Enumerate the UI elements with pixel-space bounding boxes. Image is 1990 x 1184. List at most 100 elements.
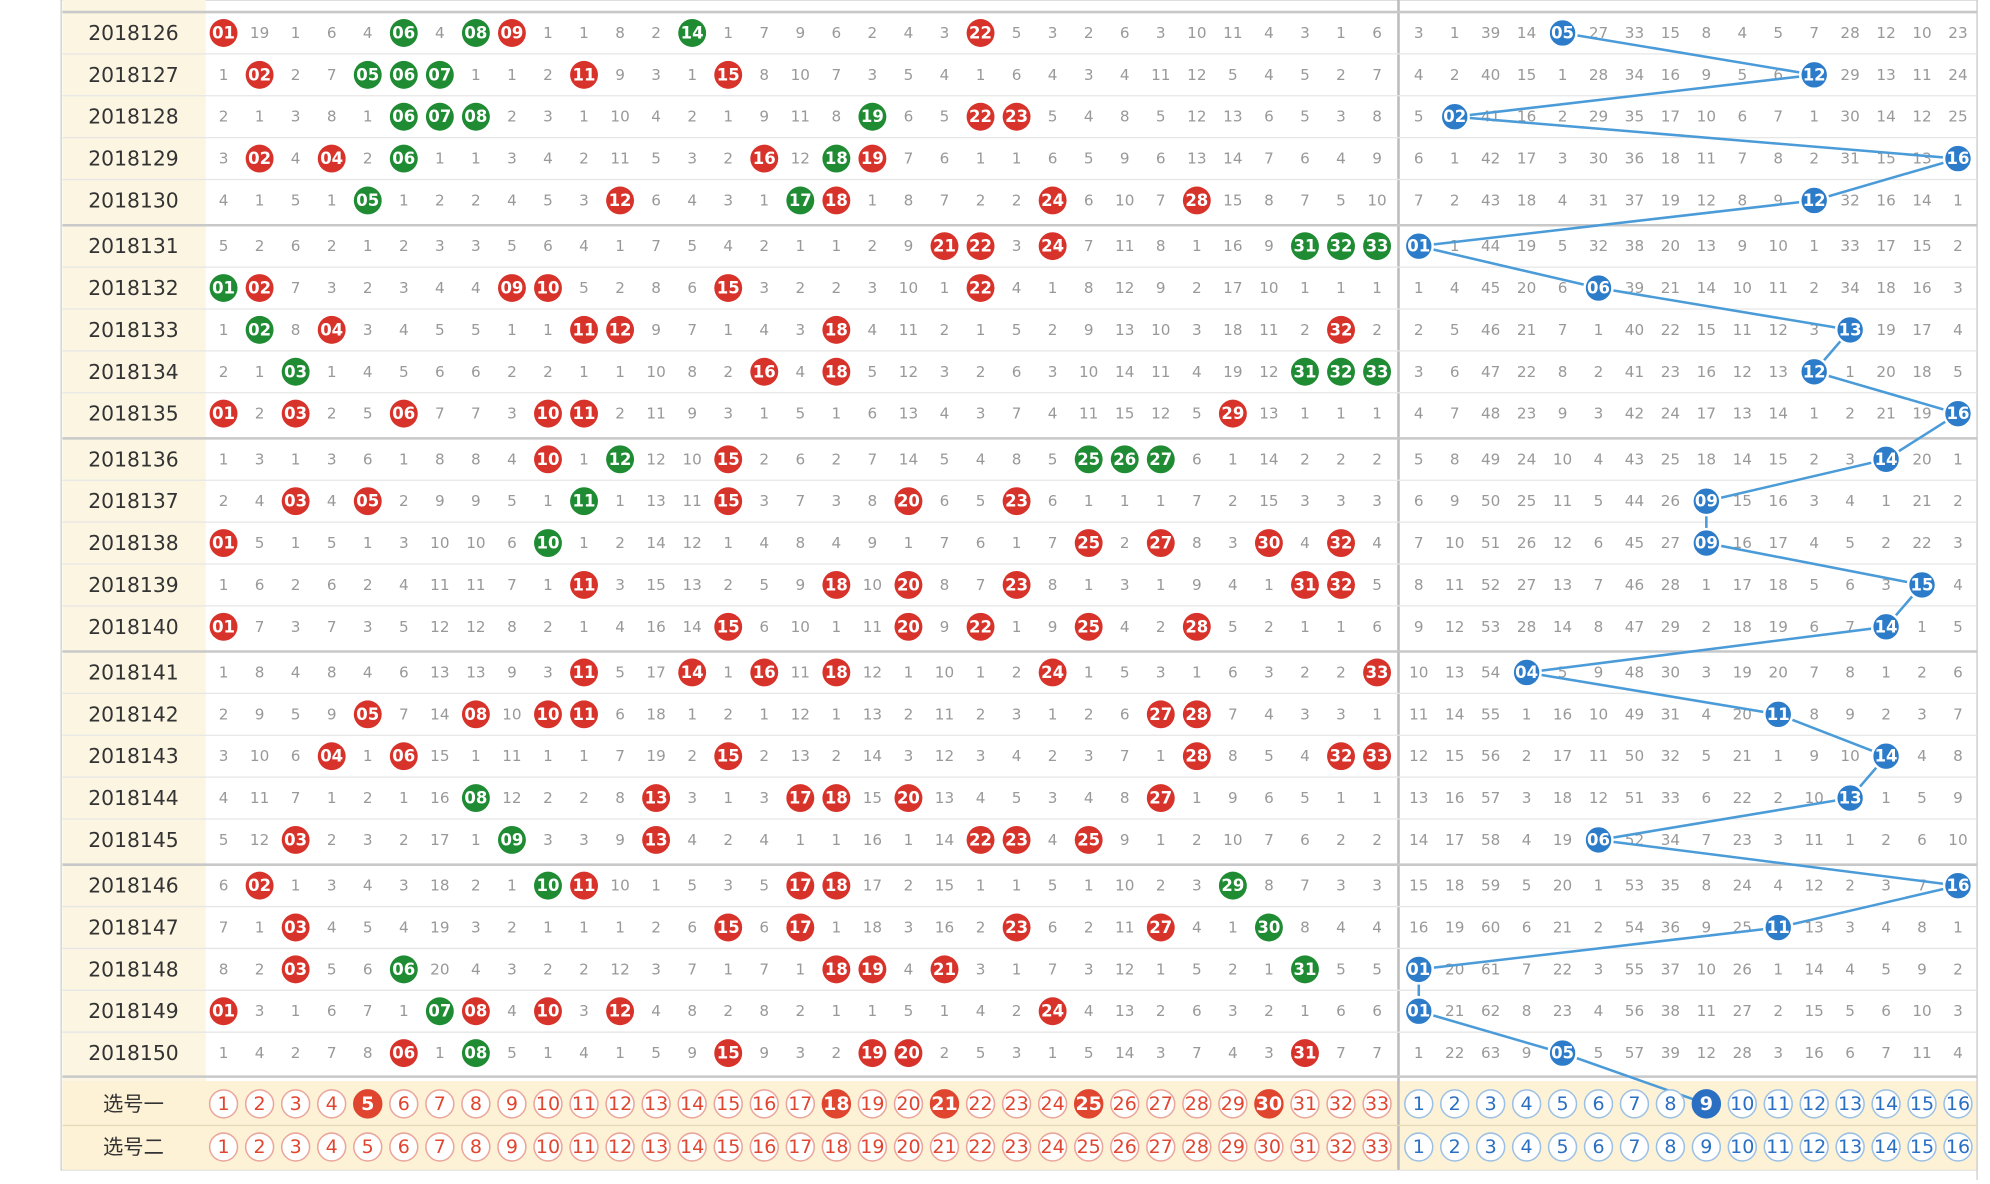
selector-ball[interactable] (677, 1089, 707, 1119)
selector-ball[interactable] (713, 1132, 743, 1162)
selector-ball[interactable] (1475, 1089, 1506, 1119)
selector-ball[interactable] (1326, 1132, 1356, 1162)
selector-ball[interactable] (1001, 1089, 1032, 1119)
selector-ball[interactable] (1727, 1089, 1758, 1119)
selector-ball[interactable] (1037, 1132, 1068, 1162)
selector-ball[interactable] (1583, 1132, 1614, 1162)
selector-ball[interactable] (1001, 1132, 1032, 1162)
red-ball-number: 30 (1257, 534, 1280, 553)
selector-ball[interactable] (929, 1132, 960, 1162)
selector-ball[interactable] (1290, 1132, 1320, 1162)
selector-ball[interactable] (425, 1089, 455, 1119)
selector-ball[interactable] (569, 1089, 599, 1119)
selector-ball[interactable] (1871, 1089, 1901, 1119)
selector-ball[interactable] (1763, 1089, 1793, 1119)
selector-ball[interactable] (280, 1132, 311, 1162)
selector-ball[interactable] (749, 1132, 779, 1162)
selector-ball[interactable] (316, 1089, 347, 1119)
selector-ball[interactable] (1547, 1132, 1578, 1162)
selector-ball[interactable] (1943, 1089, 1973, 1119)
selector-ball[interactable] (461, 1089, 491, 1119)
selector-ball[interactable] (785, 1089, 816, 1119)
selector-ball[interactable] (1547, 1089, 1578, 1119)
selector-ball[interactable] (893, 1089, 924, 1119)
selector-ball[interactable] (1907, 1132, 1937, 1162)
selector-ball[interactable] (1073, 1089, 1104, 1119)
selector-ball[interactable] (533, 1132, 563, 1162)
selector-ball[interactable] (1655, 1132, 1686, 1162)
selector-ball[interactable] (1835, 1089, 1865, 1119)
selector-ball[interactable] (1440, 1089, 1470, 1119)
selector-ball[interactable] (785, 1132, 816, 1162)
selector-ball[interactable] (208, 1132, 239, 1162)
selector-ball[interactable] (1619, 1132, 1650, 1162)
selector-ball[interactable] (641, 1089, 671, 1119)
selector-ball[interactable] (1110, 1089, 1140, 1119)
selector-ball[interactable] (1619, 1089, 1650, 1119)
selector-ball[interactable] (1799, 1089, 1829, 1119)
selector-ball[interactable] (821, 1132, 852, 1162)
selector-ball[interactable] (1907, 1089, 1937, 1119)
selector-ball[interactable] (1362, 1132, 1392, 1162)
selector-ball[interactable] (353, 1132, 383, 1162)
selector-ball[interactable] (1073, 1132, 1104, 1162)
selector-ball[interactable] (425, 1132, 455, 1162)
selector-ball[interactable] (1037, 1089, 1068, 1119)
selector-ball[interactable] (244, 1132, 275, 1162)
selector-ball[interactable] (208, 1089, 239, 1119)
selector-ball[interactable] (821, 1089, 852, 1119)
selector-ball[interactable] (461, 1132, 491, 1162)
selector-ball[interactable] (1290, 1089, 1320, 1119)
selector-ball[interactable] (569, 1132, 599, 1162)
selector-ball[interactable] (1254, 1089, 1284, 1119)
selector-ball[interactable] (1440, 1132, 1470, 1162)
selector-ball[interactable] (1182, 1089, 1212, 1119)
selector-ball[interactable] (1110, 1132, 1140, 1162)
selector-ball[interactable] (965, 1089, 996, 1119)
selector-ball[interactable] (1404, 1132, 1434, 1162)
selector-ball[interactable] (1254, 1132, 1284, 1162)
selector-ball[interactable] (965, 1132, 996, 1162)
selector-ball[interactable] (497, 1132, 527, 1162)
selector-ball[interactable] (1871, 1132, 1901, 1162)
selector-ball[interactable] (1727, 1132, 1758, 1162)
selector-ball[interactable] (1326, 1089, 1356, 1119)
selector-ball[interactable] (641, 1132, 671, 1162)
selector-ball[interactable] (533, 1089, 563, 1119)
selector-ball[interactable] (1763, 1132, 1793, 1162)
selector-ball[interactable] (316, 1132, 347, 1162)
selector-ball[interactable] (353, 1089, 383, 1119)
selector-ball[interactable] (1691, 1089, 1722, 1119)
selector-ball[interactable] (857, 1089, 888, 1119)
selector-ball[interactable] (749, 1089, 779, 1119)
selector-ball[interactable] (1583, 1089, 1614, 1119)
selector-ball[interactable] (1146, 1089, 1176, 1119)
selector-ball[interactable] (1799, 1132, 1829, 1162)
selector-ball[interactable] (280, 1089, 311, 1119)
selector-ball[interactable] (605, 1089, 635, 1119)
selector-ball[interactable] (1146, 1132, 1176, 1162)
selector-ball[interactable] (1511, 1089, 1542, 1119)
selector-ball[interactable] (244, 1089, 275, 1119)
selector-ball[interactable] (1362, 1089, 1392, 1119)
selector-ball[interactable] (893, 1132, 924, 1162)
selector-ball[interactable] (677, 1132, 707, 1162)
selector-ball[interactable] (389, 1089, 419, 1119)
selector-ball[interactable] (857, 1132, 888, 1162)
selector-ball[interactable] (1943, 1132, 1973, 1162)
selector-ball[interactable] (1691, 1132, 1722, 1162)
selector-ball[interactable] (713, 1089, 743, 1119)
selector-ball[interactable] (1835, 1132, 1865, 1162)
selector-ball[interactable] (1182, 1132, 1212, 1162)
selector-ball[interactable] (1511, 1132, 1542, 1162)
selector-ball[interactable] (1218, 1132, 1248, 1162)
selector-ball[interactable] (605, 1132, 635, 1162)
selector-ball[interactable] (1218, 1089, 1248, 1119)
selector-ball[interactable] (1404, 1089, 1434, 1119)
selector-ball[interactable] (497, 1089, 527, 1119)
selector-ball[interactable] (1655, 1089, 1686, 1119)
red-miss: 7 (1336, 1044, 1346, 1062)
selector-ball[interactable] (929, 1089, 960, 1119)
selector-ball[interactable] (389, 1132, 419, 1162)
selector-ball[interactable] (1475, 1132, 1506, 1162)
